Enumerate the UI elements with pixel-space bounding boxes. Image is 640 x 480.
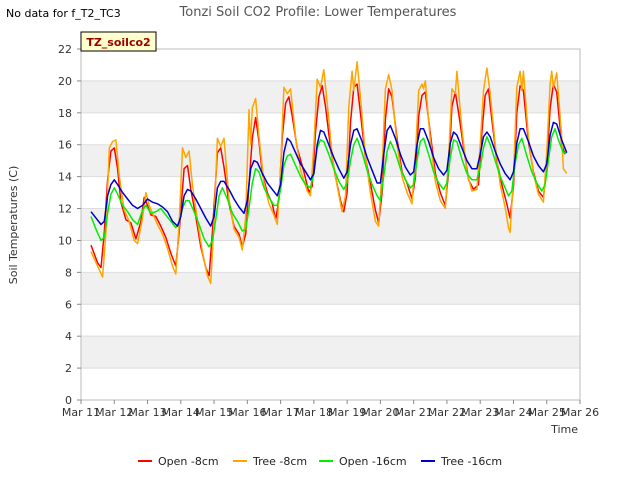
grid-band [81, 208, 580, 241]
x-tick-label: Mar 14 [162, 406, 200, 419]
x-tick-label: Mar 17 [261, 406, 299, 419]
y-tick-label: 8 [65, 266, 72, 279]
x-tick-label: Mar 16 [228, 406, 266, 419]
x-tick-label: Mar 22 [428, 406, 466, 419]
x-tick-label: Mar 24 [494, 406, 532, 419]
series-line-open-8cm [90, 83, 566, 277]
grid-band [81, 272, 580, 305]
chart-title: Tonzi Soil CO2 Profile: Lower Temperatur… [179, 5, 457, 20]
x-axis-label: Time [550, 423, 578, 436]
grid-band [81, 80, 580, 113]
legend-label-tree-16cm: Tree -16cm [440, 455, 502, 468]
legend: Open -8cm Tree -8cm Open -16cm Tree -16cm [138, 455, 502, 468]
y-tick-label: 0 [65, 394, 72, 407]
y-tick-label: 2 [65, 362, 72, 375]
x-tick-label: Mar 23 [461, 406, 499, 419]
x-tick-label: Mar 26 [561, 406, 599, 419]
grid-bands [81, 80, 580, 369]
series-layer [90, 61, 568, 285]
x-tick-label: Mar 15 [195, 406, 233, 419]
no-data-message: No data for f_T2_TC3 [6, 7, 121, 20]
legend-label-open-8cm: Open -8cm [158, 455, 219, 468]
x-tick-label: Mar 19 [328, 406, 366, 419]
y-tick-label: 14 [58, 171, 72, 184]
x-tick-label: Mar 12 [95, 406, 133, 419]
x-tick-label: Mar 13 [128, 406, 166, 419]
grid-band [81, 336, 580, 369]
plot-frame [80, 48, 581, 401]
x-tick-label: Mar 18 [295, 406, 333, 419]
x-tick-label: Mar 25 [528, 406, 566, 419]
x-tick-label: Mar 20 [361, 406, 399, 419]
y-tick-label: 6 [65, 298, 72, 311]
y-tick-label: 18 [58, 107, 72, 120]
series-line-tree-16cm [90, 121, 568, 227]
series-line-open-16cm [90, 128, 567, 248]
y-tick-label: 10 [58, 234, 72, 247]
y-tick-label: 4 [65, 330, 72, 343]
series-line-tree-8cm [90, 61, 568, 285]
y-tick-label: 22 [58, 43, 72, 56]
site-label: TZ_soilco2 [86, 36, 150, 49]
site-label-box: TZ_soilco2 [80, 31, 157, 52]
legend-label-open-16cm: Open -16cm [339, 455, 407, 468]
legend-label-tree-8cm: Tree -8cm [252, 455, 307, 468]
y-axis-label: Soil Temperatures (C) [7, 166, 20, 285]
x-tick-label: Mar 11 [62, 406, 100, 419]
y-tick-label: 16 [58, 139, 72, 152]
y-axis-ticks: 0 2 4 6 8 10 12 14 16 18 20 22 [58, 43, 81, 407]
y-tick-label: 12 [58, 203, 72, 216]
y-tick-label: 20 [58, 75, 72, 88]
x-tick-label: Mar 21 [395, 406, 433, 419]
